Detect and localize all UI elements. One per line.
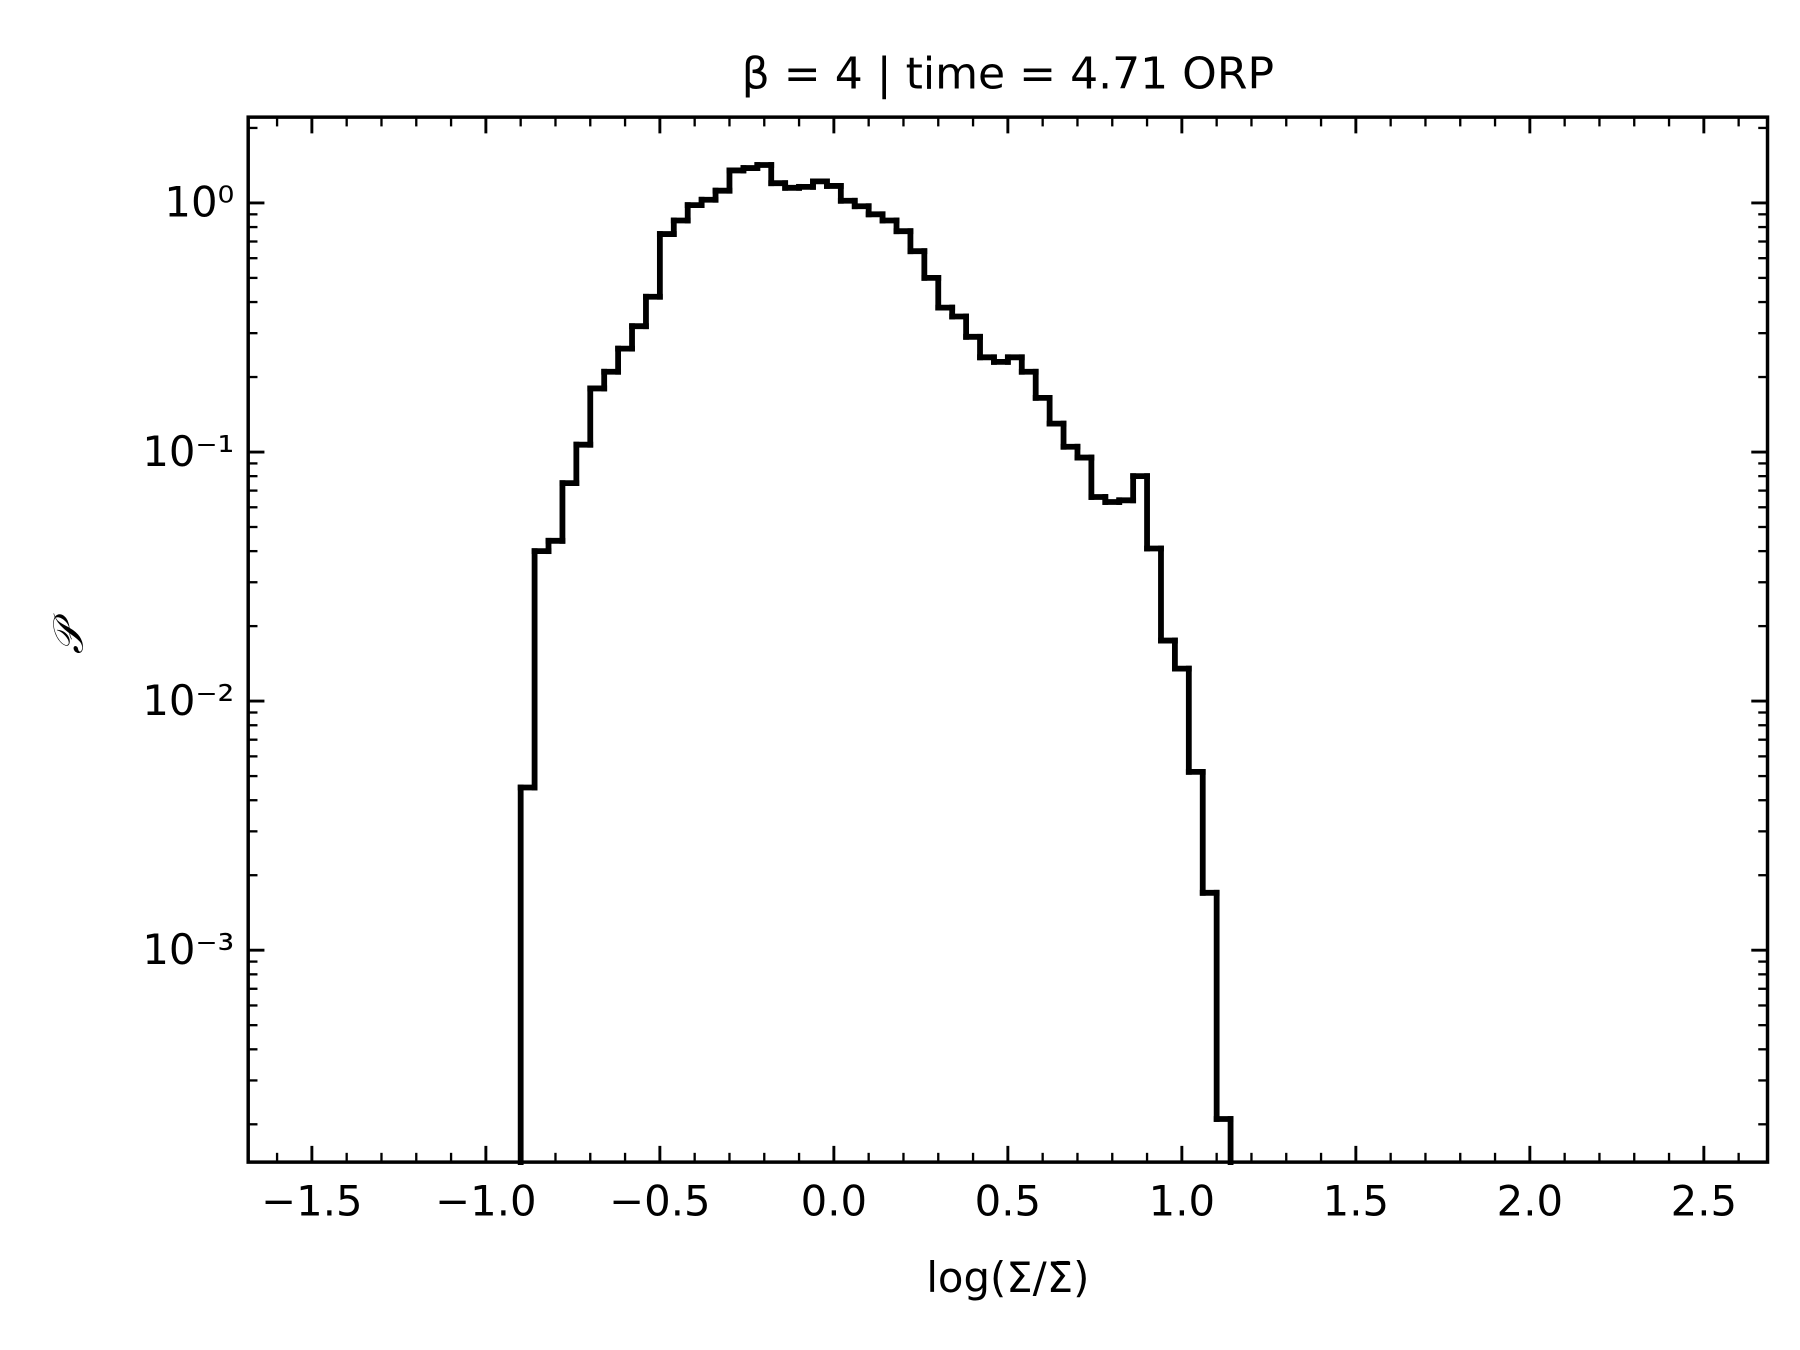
x-tick-label: 2.5 bbox=[1671, 1176, 1737, 1225]
x-tick-label: −1.5 bbox=[261, 1176, 362, 1225]
x-tick-label: −1.0 bbox=[435, 1176, 536, 1225]
x-tick-label: 2.0 bbox=[1497, 1176, 1563, 1225]
y-tick-label: 10⁻² bbox=[142, 676, 234, 725]
x-tick-label: 1.0 bbox=[1149, 1176, 1215, 1225]
y-tick-label: 10⁻³ bbox=[142, 925, 234, 974]
y-tick-label: 10⁰ bbox=[164, 178, 234, 227]
x-tick-label: 0.0 bbox=[801, 1176, 867, 1225]
x-tick-label: 1.5 bbox=[1323, 1176, 1389, 1225]
x-tick-label: −0.5 bbox=[609, 1176, 710, 1225]
chart-title: β = 4 | time = 4.71 ORP bbox=[742, 49, 1274, 100]
x-axis-label: log(Σ/Σ̄) bbox=[926, 1253, 1089, 1302]
y-tick-label: 10⁻¹ bbox=[142, 427, 234, 476]
x-tick-label: 0.5 bbox=[975, 1176, 1041, 1225]
